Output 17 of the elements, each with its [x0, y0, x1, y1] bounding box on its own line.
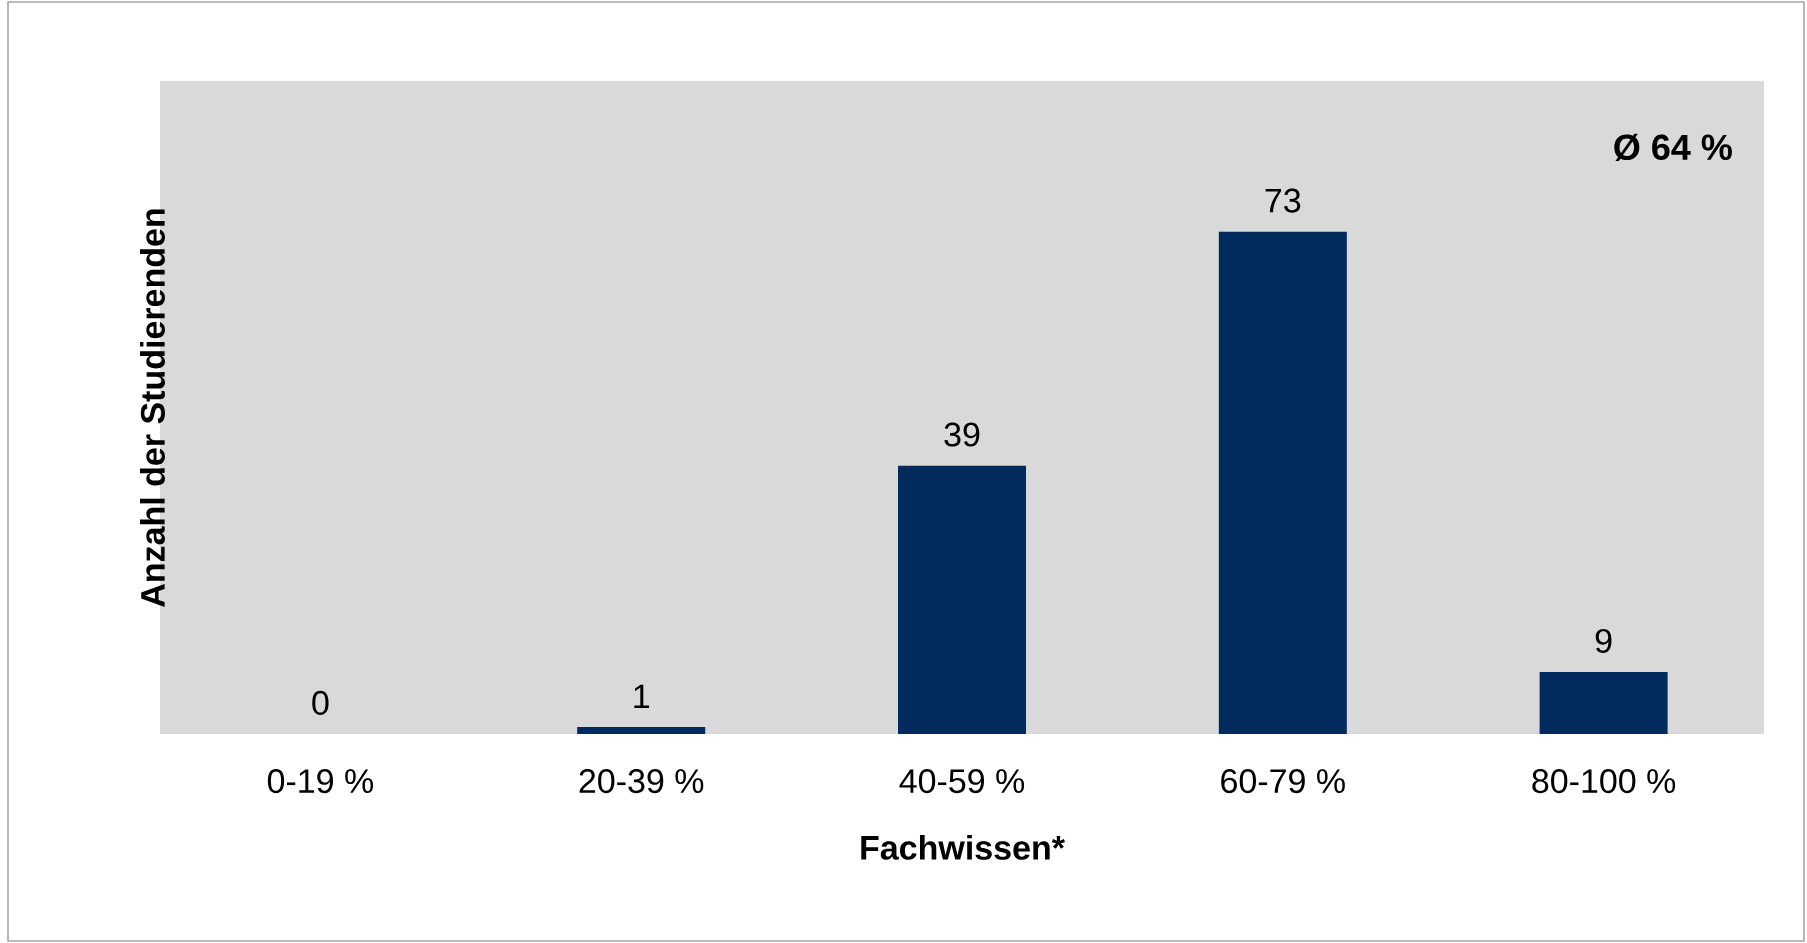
data-label: 1 [634, 684, 650, 709]
x-tick-label: 40-59 % [899, 769, 1025, 794]
x-tick-label: 0-19 % [267, 769, 374, 794]
y-axis-title: Anzahl der Studierenden [139, 209, 165, 607]
data-label: 73 [1265, 188, 1301, 213]
data-label: 0 [312, 690, 329, 715]
bar [577, 727, 706, 735]
x-tick-label: 20-39 % [579, 769, 704, 794]
x-tick-label: 60-79 % [1221, 769, 1345, 794]
bar [898, 465, 1027, 735]
data-label: 9 [1595, 628, 1612, 654]
x-tick-label: 80-100 % [1532, 769, 1676, 794]
text: Ø 64 % [1614, 133, 1732, 161]
bar [1218, 231, 1347, 735]
bar [1539, 672, 1668, 735]
data-label: 39 [944, 422, 980, 447]
x-axis-title: Fachwissen* [861, 834, 1065, 860]
